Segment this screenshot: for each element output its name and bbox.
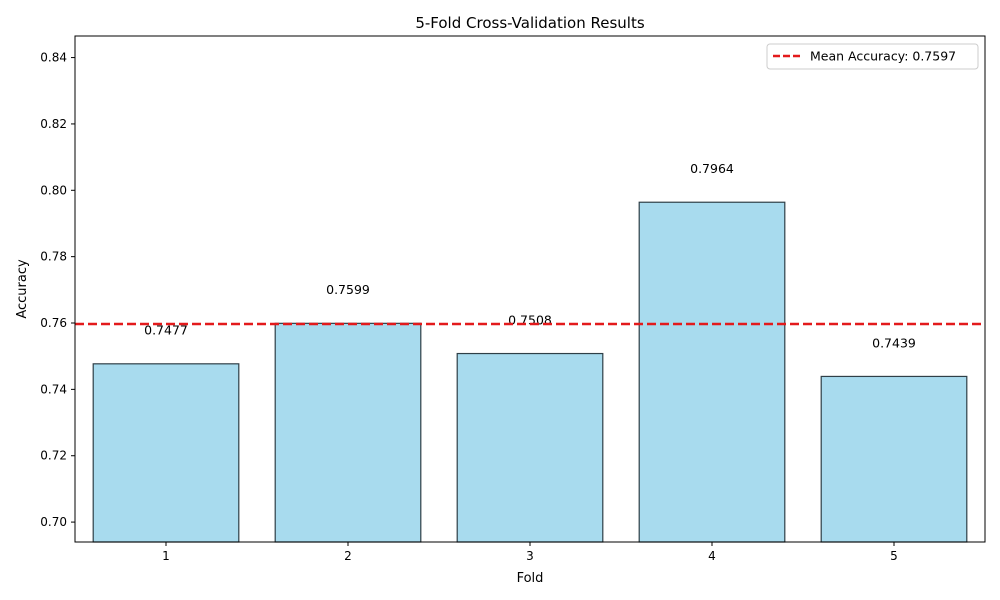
bar-fold-4 [638,201,786,543]
axes-layer: 0.70 0.72 0.74 0.76 0.78 0.80 0.82 0.84 1 2 3 4 5 [40,35,986,563]
x-tick-label: 1 [162,549,170,563]
bar-value-label: 0.7599 [326,282,370,297]
y-tick-label: 0.70 [40,515,67,529]
y-axis-title: Accuracy [15,259,30,319]
x-tick-label: 2 [344,549,352,563]
bar-value-label: 0.7439 [872,335,916,350]
bar-fold-3 [456,352,604,543]
y-tick-label: 0.84 [40,51,67,65]
bar-fold-5 [820,375,968,543]
bar-fold-2 [274,322,422,543]
bars-layer [92,201,968,543]
legend-mean-label: Mean Accuracy: 0.7597 [810,49,956,64]
y-tick-label: 0.82 [40,117,67,131]
y-tick-label: 0.72 [40,449,67,463]
bar-fold-1 [92,363,240,543]
chart-title: 5-Fold Cross-Validation Results [415,14,645,32]
y-tick-label: 0.78 [40,250,67,264]
x-tick-label: 4 [708,549,716,563]
bar-value-label: 0.7477 [144,323,188,338]
legend-box [766,43,979,70]
x-axis-title: Fold [517,571,544,586]
legend: Mean Accuracy: 0.7597 [766,43,979,70]
x-tick-label: 5 [890,549,898,563]
y-tick-label: 0.80 [40,183,67,197]
x-tick-label: 3 [526,549,534,563]
bar-value-label: 0.7964 [690,161,734,176]
y-tick-label: 0.76 [40,316,67,330]
y-tick-label: 0.74 [40,382,67,396]
